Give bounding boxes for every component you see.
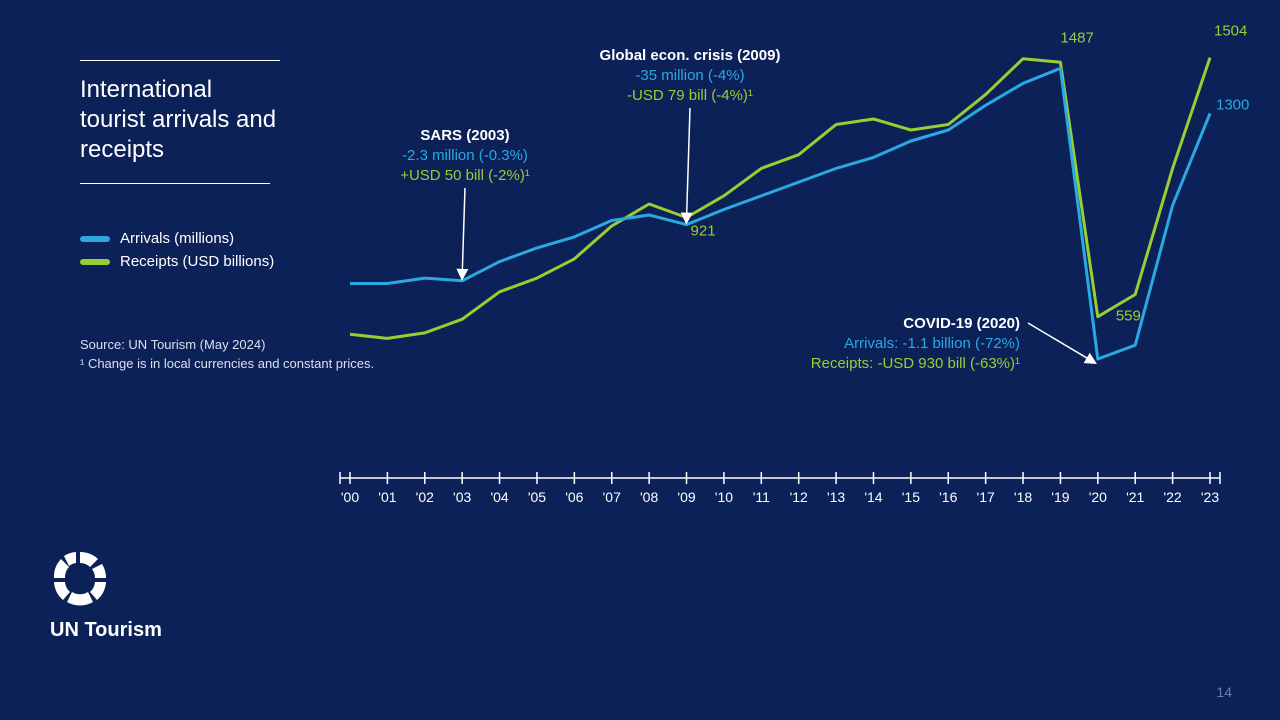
annotation: COVID-19 (2020) Arrivals: -1.1 billion (-… [811,315,1092,372]
chart-svg: '00 '01 '02 '03 '04 '05 '06 '07 '08 '09 '10 '11 '12 '… [330,30,1230,510]
x-tick-label: '08 [640,489,658,505]
title-rule-bottom [80,183,270,184]
x-tick-label: '12 [790,489,808,505]
svg-text:-2.3 million (-0.3%): -2.3 million (-0.3%) [402,147,528,164]
title-rule-top [80,60,280,61]
series-arrivals [350,68,1210,359]
data-label: 1300 [1216,97,1249,114]
x-tick-label: '23 [1201,489,1219,505]
x-tick-label: '14 [864,489,882,505]
legend-arrivals-label: Arrivals (millions) [120,230,234,247]
x-tick-label: '09 [677,489,695,505]
x-tick-label: '11 [753,489,770,505]
x-tick-label: '15 [902,489,920,505]
x-tick-label: '16 [939,489,957,505]
legend-arrivals-swatch [80,236,110,242]
x-tick-label: '13 [827,489,845,505]
svg-text:-35 million (-4%): -35 million (-4%) [635,67,744,84]
slide-root: International tourist arrivals and recei… [0,0,1280,720]
svg-text:Arrivals: -1.1 billion (-72%): Arrivals: -1.1 billion (-72%) [844,335,1020,352]
slide-title: International tourist arrivals and recei… [80,75,280,165]
x-tick-label: '18 [1014,489,1032,505]
logo: UN Tourism [50,548,162,642]
svg-text:Global econ. crisis (2009): Global econ. crisis (2009) [600,47,781,64]
data-label: 559 [1116,308,1141,325]
page-number: 14 [1216,684,1232,700]
data-label: 1504 [1214,23,1247,40]
legend-arrivals: Arrivals (millions) [80,230,274,247]
un-tourism-icon [50,548,110,608]
logo-text: UN Tourism [50,619,162,642]
x-tick-label: '02 [416,489,434,505]
x-tick-label: '20 [1089,489,1107,505]
data-label: 921 [691,222,716,239]
x-tick-label: '19 [1051,489,1069,505]
legend: Arrivals (millions) Receipts (USD billio… [80,230,274,276]
x-tick-label: '06 [565,489,583,505]
x-tick-label: '21 [1126,489,1144,505]
x-tick-label: '05 [528,489,546,505]
x-tick-label: '10 [715,489,733,505]
legend-receipts-swatch [80,259,110,265]
x-tick-label: '07 [603,489,621,505]
svg-text:+USD 50 bill (-2%)¹: +USD 50 bill (-2%)¹ [400,167,530,184]
x-tick-label: '00 [341,489,359,505]
x-tick-label: '03 [453,489,471,505]
svg-text:COVID-19 (2020): COVID-19 (2020) [903,315,1020,332]
x-tick-label: '01 [378,489,396,505]
legend-receipts-label: Receipts (USD billions) [120,253,274,270]
svg-text:SARS (2003): SARS (2003) [420,127,509,144]
svg-text:Receipts: -USD 930 bill (-63%): Receipts: -USD 930 bill (-63%)¹ [811,355,1020,372]
data-label: 1487 [1060,29,1093,46]
title-block: International tourist arrivals and recei… [80,60,280,184]
annotation: SARS (2003) -2.3 million (-0.3%) +USD 50 b… [400,127,530,275]
annotation: Global econ. crisis (2009) -35 million (-… [600,47,781,219]
series-receipts [350,58,1210,339]
svg-text:-USD 79 bill (-4%)¹: -USD 79 bill (-4%)¹ [627,87,753,104]
x-tick-label: '04 [490,489,508,505]
x-tick-label: '17 [977,489,995,505]
legend-receipts: Receipts (USD billions) [80,253,274,270]
x-tick-label: '22 [1163,489,1181,505]
chart: '00 '01 '02 '03 '04 '05 '06 '07 '08 '09 '10 '11 '12 '… [330,30,1230,510]
